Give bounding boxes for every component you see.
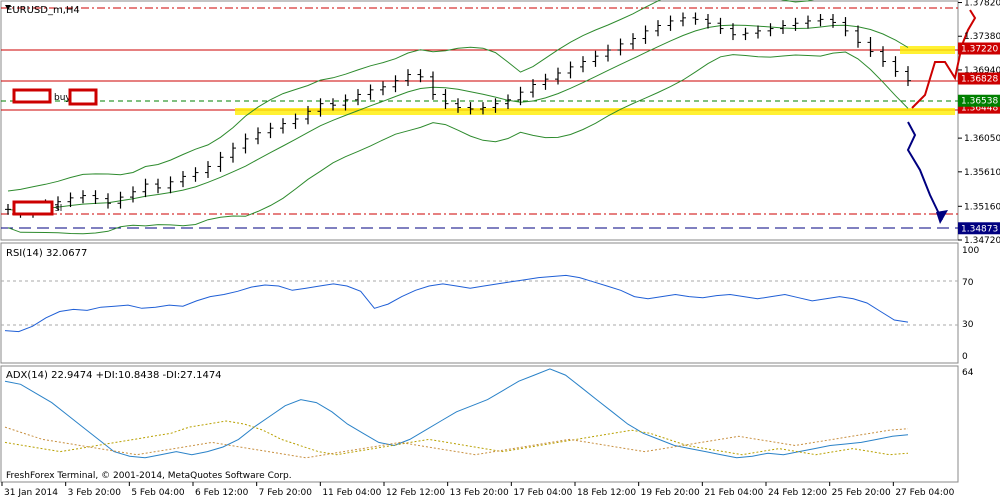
rsi-axis-label: 0: [962, 352, 968, 362]
support-zone-highlight: [235, 108, 955, 115]
minus-di-line: [4, 426, 909, 459]
bearish-arrow-head: [936, 210, 948, 224]
rsi-axis-label: 30: [962, 320, 974, 330]
bearish-scenario-arrow: [906, 121, 943, 221]
price-tag-label: 1.36448: [961, 104, 998, 114]
time-axis-label: 27 Feb 04:00: [895, 488, 954, 498]
time-axis-label: 24 Feb 12:00: [768, 488, 827, 498]
time-axis-label: 31 Jan 2014: [4, 488, 58, 498]
time-axis-label: 3 Feb 20:00: [68, 488, 122, 498]
price-panel: [0, 0, 959, 241]
adx-line: [4, 368, 909, 459]
time-axis-label: 7 Feb 20:00: [259, 488, 313, 498]
price-tag-label: 1.37220: [961, 44, 998, 54]
rsi-line: [4, 274, 909, 333]
time-axis-label: 12 Feb 12:00: [386, 488, 445, 498]
adx-axis-label: 64: [962, 368, 974, 378]
price-candles: [5, 12, 911, 218]
adx-title: ADX(14) 22.9474 +DI:10.8438 -DI:27.1474: [6, 370, 222, 381]
copyright-text: FreshForex Terminal, © 2001-2014, MetaQu…: [6, 471, 292, 481]
bullish-scenario-arrow: [911, 9, 977, 109]
buy-order-label-box: [12, 88, 52, 104]
price-tag-label: 1.36828: [961, 75, 998, 85]
adx-axis: 64: [962, 368, 974, 378]
plus-di-line: [4, 420, 909, 456]
price-axis-label: 1.36940: [964, 66, 1000, 76]
bb-lower-band: [7, 51, 909, 235]
time-axis-label: 11 Feb 04:00: [322, 488, 381, 498]
rsi-axis-label: 100: [962, 246, 979, 256]
sl-label: sl: [55, 204, 62, 214]
price-tag-box: [958, 222, 1000, 235]
rsi-axis: 100 70 30 0: [962, 246, 979, 362]
price-axis-label: 1.36050: [964, 134, 1000, 144]
rsi-axis-label: 70: [962, 278, 974, 288]
price-tag-label: 1.34873: [961, 224, 998, 234]
time-axis: 31 Jan 2014 3 Feb 20:00 5 Feb 04:00 6 Feb 1…: [1, 482, 955, 498]
price-tag-label: 1.36538: [961, 97, 998, 107]
time-axis-label: 21 Feb 04:00: [704, 488, 763, 498]
resistance-zone-highlight: [900, 46, 955, 54]
sl-order-label-box: [12, 200, 54, 216]
price-axis-label: 1.37820: [964, 0, 1000, 9]
time-axis-label: 17 Feb 04:00: [513, 488, 572, 498]
price-tag-box: [958, 72, 1000, 85]
price-axis-label: 1.35160: [964, 202, 1000, 212]
price-tags: 1.37220 1.36828 1.36448 1.34873 1.36538: [958, 42, 1000, 235]
adx-panel: [0, 365, 959, 483]
price-tag-box: [958, 42, 1000, 55]
time-axis-label: 13 Feb 20:00: [450, 488, 509, 498]
price-axis-label: 1.35610: [964, 168, 1000, 178]
price-axis-label: 1.34720: [964, 236, 1000, 246]
time-axis-label: 6 Feb 12:00: [195, 488, 249, 498]
bb-upper-band: [7, 0, 815, 192]
price-axis-label: 1.37380: [964, 32, 1000, 42]
chevron-down-icon[interactable]: [5, 5, 11, 10]
buy-label: buy: [54, 93, 71, 103]
time-axis-label: 5 Feb 04:00: [131, 488, 185, 498]
buy-order-box: [68, 88, 98, 106]
price-axis: 1.378201.373801.369401.365001.360501.356…: [958, 0, 1000, 246]
time-axis-label: 18 Feb 12:00: [577, 488, 636, 498]
price-tag-box: [958, 94, 1000, 107]
time-axis-label: 19 Feb 20:00: [641, 488, 700, 498]
rsi-panel: [0, 242, 959, 364]
window-title: EURUSD_m,H4: [6, 5, 80, 16]
rsi-title: RSI(14) 32.0677: [6, 248, 87, 259]
time-axis-label: 25 Feb 20:00: [832, 488, 891, 498]
